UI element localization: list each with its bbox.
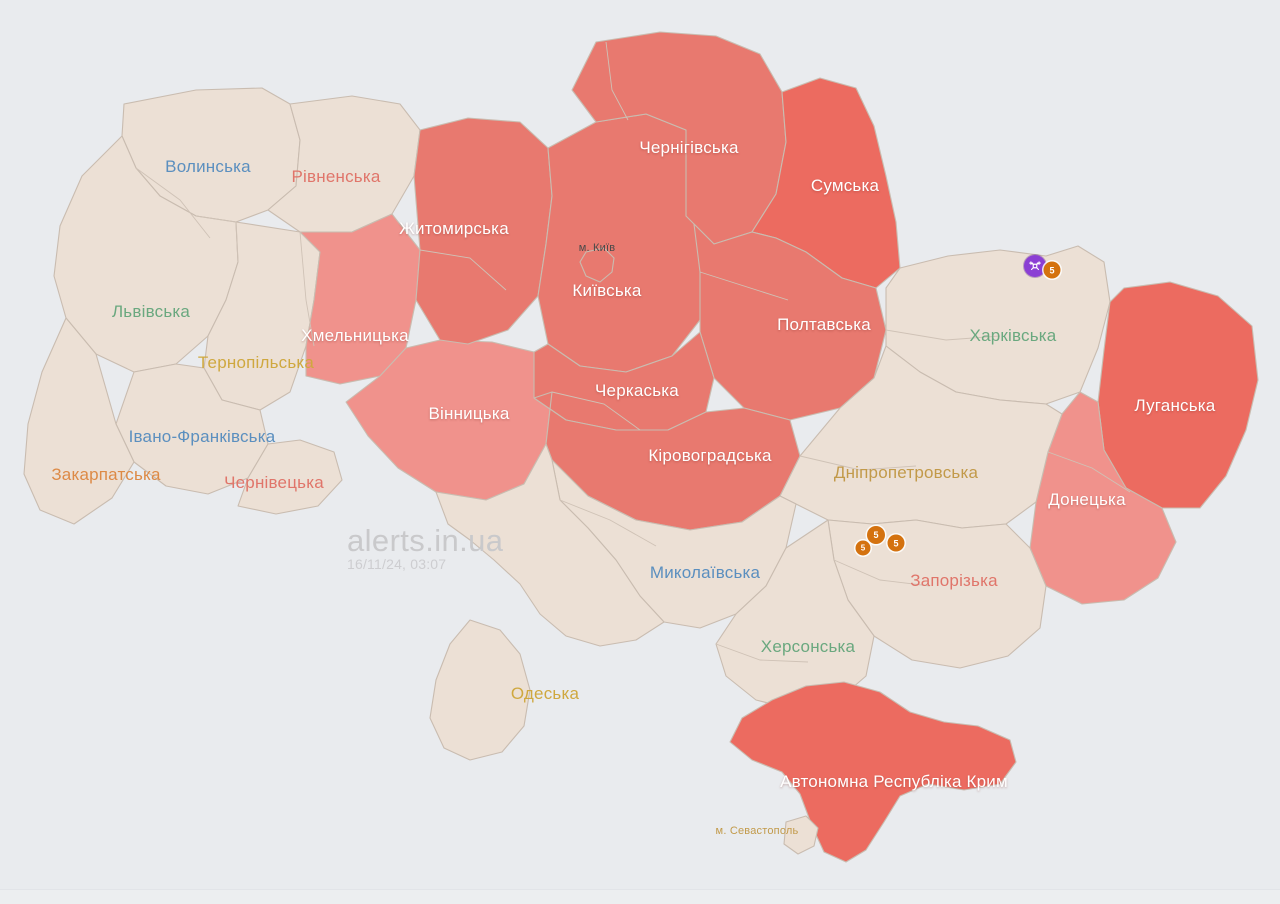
region-chernivtsi[interactable] (237, 439, 343, 515)
alert-cluster-marker[interactable]: 5 (1043, 261, 1061, 279)
district-lines (135, 41, 1131, 663)
cluster-count: 5 (860, 543, 866, 553)
region-luhansk[interactable] (1097, 281, 1259, 509)
region-sevastopol[interactable] (783, 815, 819, 855)
alert-cluster-marker[interactable]: 5 (855, 540, 871, 556)
drone-marker[interactable] (1024, 255, 1046, 277)
alert-cluster-marker[interactable]: 5 (867, 526, 885, 544)
cluster-count: 5 (1049, 265, 1055, 275)
bottom-strip (0, 889, 1280, 904)
drone-icon (1028, 259, 1042, 273)
region-zakarpattia[interactable] (23, 317, 135, 525)
alert-cluster-marker[interactable]: 5 (887, 534, 905, 552)
cluster-count: 5 (873, 530, 879, 540)
region-odesa[interactable] (435, 443, 665, 647)
region-zhytomyr[interactable] (413, 117, 553, 345)
region-crimea[interactable] (729, 681, 1017, 863)
region-kyiv-oblast[interactable] (537, 113, 705, 373)
region-lviv[interactable] (53, 135, 239, 373)
cluster-count: 5 (893, 538, 899, 548)
region-odesa-south[interactable] (429, 619, 531, 761)
region-kyiv-city[interactable] (579, 247, 615, 283)
